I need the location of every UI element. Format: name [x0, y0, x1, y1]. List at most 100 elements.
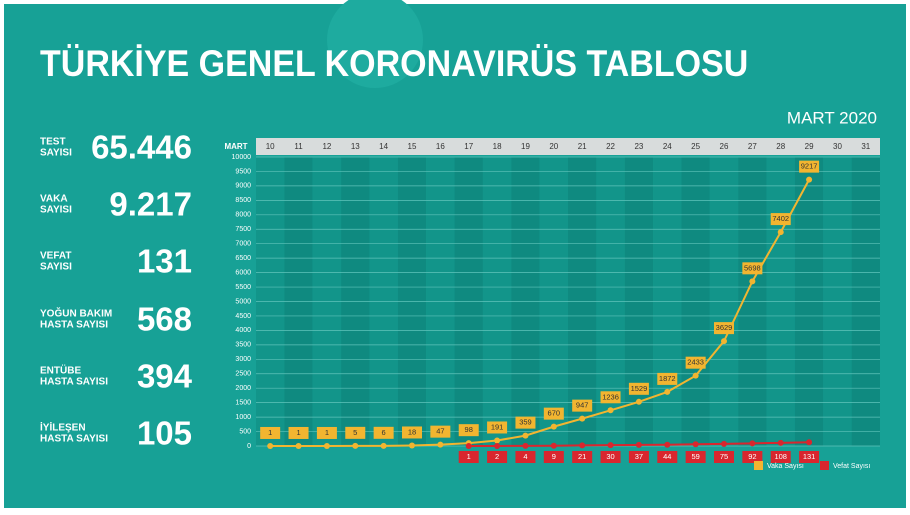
data-point: [635, 441, 642, 448]
data-label-box: [628, 451, 649, 463]
data-label: 131: [803, 452, 816, 461]
data-label: 1: [268, 428, 272, 437]
data-label: 92: [748, 452, 756, 461]
data-point: [550, 423, 557, 430]
y-tick-label: 0: [247, 443, 251, 450]
data-label-box: [345, 426, 366, 439]
y-tick-label: 2500: [235, 371, 251, 378]
x-tick-label: 30: [833, 142, 842, 151]
x-tick-label: 20: [549, 142, 558, 151]
data-label: 30: [606, 452, 614, 461]
data-label: 1: [325, 428, 329, 437]
data-label: 1872: [659, 374, 676, 383]
y-tick-label: 6500: [235, 255, 251, 262]
x-tick-label: 25: [691, 142, 700, 151]
data-label-box: [543, 407, 564, 420]
data-label-box: [402, 426, 422, 439]
data-label: 3629: [716, 323, 733, 332]
legend-label: Vaka Sayısı: [767, 463, 804, 470]
y-tick-label: 5500: [235, 284, 251, 291]
data-label: 7402: [772, 214, 789, 223]
data-label-box: [799, 160, 820, 173]
legend-swatch: [754, 461, 763, 470]
data-point: [579, 415, 586, 422]
data-label-box: [515, 416, 536, 429]
data-label-box: [770, 451, 791, 463]
data-label-box: [799, 451, 820, 463]
x-tick-label: 11: [294, 142, 303, 151]
data-label: 947: [576, 401, 589, 410]
data-label-box: [657, 372, 678, 385]
x-tick-label: 27: [748, 142, 757, 151]
x-tick-label: 17: [464, 142, 473, 151]
data-point: [777, 439, 784, 446]
data-label-box: [288, 426, 309, 439]
data-point: [664, 388, 671, 395]
x-tick-label: 31: [861, 142, 870, 151]
legend-label: Vefat Sayısı: [833, 463, 870, 470]
data-label-box: [430, 425, 451, 438]
data-point: [380, 442, 387, 449]
data-point: [323, 442, 330, 449]
data-point: [777, 229, 784, 236]
data-point: [522, 432, 529, 439]
y-tick-label: 10000: [232, 154, 252, 161]
y-tick-label: 5000: [235, 298, 251, 305]
data-label-box: [572, 451, 593, 463]
data-point: [749, 440, 756, 447]
data-label: 6: [382, 428, 386, 437]
data-label: 47: [436, 427, 444, 436]
x-tick-label: 15: [408, 142, 417, 151]
data-label: 191: [491, 422, 504, 431]
data-label: 2433: [687, 358, 704, 367]
stat-label: SAYISI: [40, 262, 72, 273]
data-point: [579, 442, 586, 449]
stat-label: ENTÜBE: [40, 364, 81, 377]
data-label-box: [260, 426, 281, 439]
data-point: [607, 442, 614, 449]
x-tick-label: 26: [720, 142, 729, 151]
data-label: 5698: [744, 263, 761, 272]
data-label-box: [714, 451, 734, 463]
stat-label: VAKA: [40, 194, 68, 205]
y-tick-label: 4000: [235, 327, 251, 334]
data-label-box: [685, 356, 706, 369]
stat-label: HASTA SAYISI: [40, 434, 108, 445]
data-label: 44: [663, 452, 671, 461]
stat-label: YOĞUN BAKIM: [40, 307, 112, 320]
data-label: 98: [465, 425, 473, 434]
data-label-box: [515, 451, 536, 463]
stat-label: SAYISI: [40, 205, 72, 216]
data-point: [721, 338, 727, 345]
data-label: 9: [552, 452, 556, 461]
x-axis-label: MART: [224, 142, 247, 151]
data-label-box: [458, 424, 479, 437]
data-label: 1236: [602, 392, 619, 401]
data-label-box: [600, 391, 621, 404]
data-label: 108: [774, 452, 787, 461]
data-label: 18: [408, 427, 416, 436]
data-point: [749, 278, 756, 285]
data-label-box: [628, 382, 649, 395]
y-tick-label: 7500: [235, 226, 251, 233]
data-point: [295, 442, 302, 449]
data-label: 1: [467, 452, 471, 461]
data-label: 359: [519, 418, 532, 427]
data-label-box: [600, 451, 621, 463]
stat-value: 131: [137, 243, 192, 280]
x-tick-label: 29: [805, 142, 814, 151]
data-label: 21: [578, 452, 586, 461]
stat-label: HASTA SAYISI: [40, 377, 108, 388]
data-label: 1: [296, 428, 300, 437]
y-tick-label: 8500: [235, 197, 251, 204]
data-point: [635, 398, 642, 405]
data-point: [522, 442, 529, 449]
x-tick-label: 23: [634, 142, 643, 151]
data-point: [550, 442, 557, 449]
data-label-box: [487, 421, 508, 434]
stat-label: İYİLEŞEN: [40, 421, 86, 434]
x-tick-label: 12: [322, 142, 331, 151]
title: TÜRKİYE GENEL KORONAVIRÜS TABLOSU: [40, 42, 748, 84]
y-tick-label: 1500: [235, 399, 251, 406]
